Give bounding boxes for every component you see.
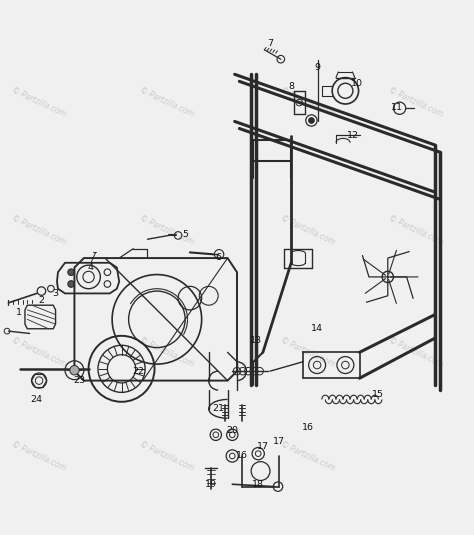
Text: © Partzilla.com: © Partzilla.com bbox=[279, 86, 337, 119]
Text: © Partzilla.com: © Partzilla.com bbox=[137, 439, 195, 472]
Text: 12: 12 bbox=[346, 131, 358, 140]
Circle shape bbox=[68, 269, 74, 276]
Text: 13: 13 bbox=[250, 336, 262, 345]
Text: © Partzilla.com: © Partzilla.com bbox=[387, 336, 445, 369]
Text: © Partzilla.com: © Partzilla.com bbox=[387, 86, 445, 119]
Text: 24: 24 bbox=[31, 395, 43, 404]
Text: © Partzilla.com: © Partzilla.com bbox=[10, 86, 68, 119]
Text: 17: 17 bbox=[257, 442, 269, 451]
Text: 11: 11 bbox=[391, 103, 403, 112]
Text: 16: 16 bbox=[301, 423, 314, 432]
Text: © Partzilla.com: © Partzilla.com bbox=[387, 213, 445, 246]
Circle shape bbox=[309, 118, 314, 123]
Text: 20: 20 bbox=[226, 425, 238, 434]
Text: © Partzilla.com: © Partzilla.com bbox=[10, 439, 68, 472]
Text: © Partzilla.com: © Partzilla.com bbox=[137, 213, 195, 246]
Text: 10: 10 bbox=[351, 79, 363, 88]
Text: © Partzilla.com: © Partzilla.com bbox=[279, 213, 337, 246]
Text: 15: 15 bbox=[373, 390, 384, 399]
Text: 22: 22 bbox=[132, 366, 144, 376]
Text: 8: 8 bbox=[288, 81, 294, 90]
Text: 14: 14 bbox=[311, 324, 323, 333]
Circle shape bbox=[68, 281, 74, 287]
Text: 2: 2 bbox=[38, 296, 45, 305]
Text: 19: 19 bbox=[205, 480, 217, 489]
Text: © Partzilla.com: © Partzilla.com bbox=[137, 336, 195, 369]
Text: 23: 23 bbox=[73, 376, 85, 385]
Text: © Partzilla.com: © Partzilla.com bbox=[10, 336, 68, 369]
Text: 17: 17 bbox=[273, 437, 285, 446]
Text: 1: 1 bbox=[16, 308, 22, 317]
Text: © Partzilla.com: © Partzilla.com bbox=[279, 439, 337, 472]
Text: 9: 9 bbox=[314, 63, 320, 72]
Text: 7: 7 bbox=[267, 39, 273, 48]
Text: © Partzilla.com: © Partzilla.com bbox=[10, 213, 68, 246]
Text: © Partzilla.com: © Partzilla.com bbox=[279, 336, 337, 369]
Text: © Partzilla.com: © Partzilla.com bbox=[137, 86, 195, 119]
Text: 6: 6 bbox=[215, 253, 221, 262]
Text: 18: 18 bbox=[252, 480, 264, 489]
Text: 4: 4 bbox=[88, 263, 94, 272]
Text: 5: 5 bbox=[182, 230, 188, 239]
Text: 21: 21 bbox=[212, 404, 224, 414]
Text: 3: 3 bbox=[53, 289, 59, 298]
Text: 16: 16 bbox=[236, 452, 248, 461]
Circle shape bbox=[70, 365, 79, 375]
